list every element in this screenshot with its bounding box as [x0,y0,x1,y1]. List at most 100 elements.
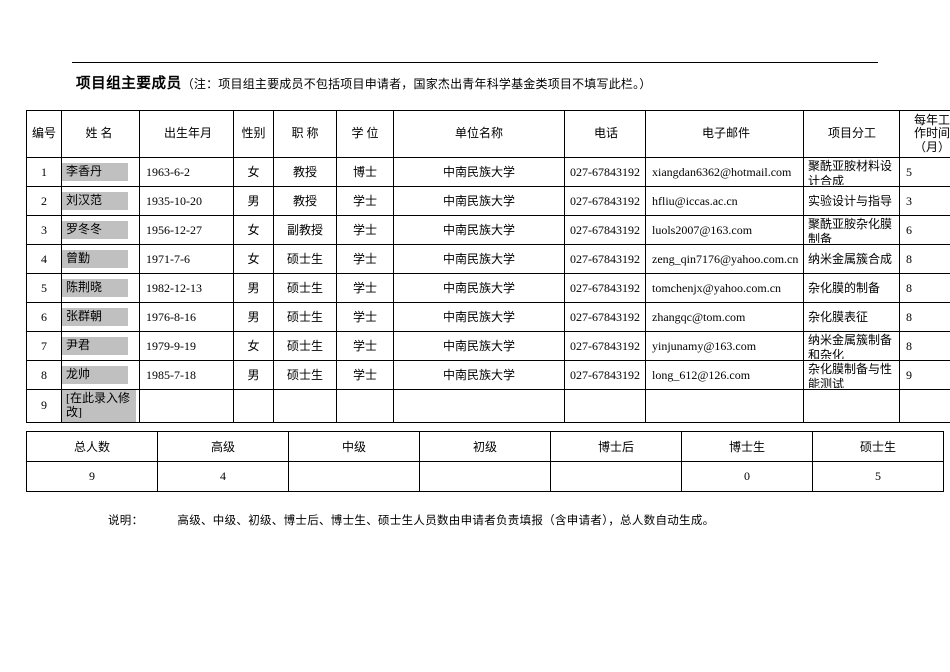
cell-name[interactable]: 刘汉范 [61,186,140,216]
cell-unit[interactable]: 中南民族大学 [393,302,565,332]
summary-value-5[interactable]: 0 [681,461,813,492]
cell-degree[interactable]: 学士 [336,186,394,216]
cell-degree[interactable]: 学士 [336,302,394,332]
cell-months[interactable]: 8 [899,331,950,361]
cell-name[interactable]: 尹君 [61,331,140,361]
cell-job-title[interactable]: 教授 [273,186,337,216]
cell-birth[interactable]: 1935-10-20 [139,186,234,216]
form-field-name[interactable]: 曾勤 [62,250,128,268]
cell-sex[interactable]: 女 [233,215,274,245]
cell-sex[interactable]: 男 [233,273,274,303]
cell-telephone[interactable]: 027-67843192 [564,273,646,303]
cell-birth[interactable]: 1979-9-19 [139,331,234,361]
cell-months[interactable]: 8 [899,302,950,332]
cell-degree[interactable] [336,389,394,423]
form-field-name[interactable]: 李香丹 [62,163,128,181]
cell-telephone[interactable] [564,389,646,423]
cell-job-title[interactable] [273,389,337,423]
summary-value-1[interactable]: 4 [157,461,289,492]
cell-birth[interactable]: 1976-8-16 [139,302,234,332]
cell-job-title[interactable]: 硕士生 [273,302,337,332]
cell-division[interactable]: 实验设计与指导 [803,186,900,216]
cell-degree[interactable]: 学士 [336,331,394,361]
cell-division[interactable]: 杂化膜表征 [803,302,900,332]
cell-birth[interactable]: 1963-6-2 [139,157,234,187]
cell-job-title[interactable]: 教授 [273,157,337,187]
cell-name[interactable]: 龙帅 [61,360,140,390]
cell-name[interactable]: 陈荆晓 [61,273,140,303]
cell-telephone[interactable]: 027-67843192 [564,331,646,361]
cell-division[interactable] [803,389,900,423]
cell-email[interactable]: hfliu@iccas.ac.cn [645,186,804,216]
cell-sex[interactable]: 女 [233,157,274,187]
cell-months[interactable]: 8 [899,244,950,274]
cell-birth[interactable]: 1956-12-27 [139,215,234,245]
cell-unit[interactable]: 中南民族大学 [393,273,565,303]
cell-job-title[interactable]: 硕士生 [273,273,337,303]
summary-value-3[interactable] [419,461,551,492]
cell-job-title[interactable]: 硕士生 [273,244,337,274]
summary-value-0[interactable]: 9 [26,461,158,492]
cell-email[interactable]: luols2007@163.com [645,215,804,245]
cell-unit[interactable]: 中南民族大学 [393,186,565,216]
cell-sex[interactable] [233,389,274,423]
form-field-name[interactable]: 尹君 [62,337,128,355]
cell-telephone[interactable]: 027-67843192 [564,360,646,390]
summary-value-4[interactable] [550,461,682,492]
cell-unit[interactable]: 中南民族大学 [393,157,565,187]
cell-name[interactable]: 曾勤 [61,244,140,274]
form-field-name[interactable]: 罗冬冬 [62,221,128,239]
cell-name[interactable]: 李香丹 [61,157,140,187]
cell-name[interactable]: 张群朝 [61,302,140,332]
cell-telephone[interactable]: 027-67843192 [564,215,646,245]
cell-telephone[interactable]: 027-67843192 [564,244,646,274]
cell-months[interactable]: 8 [899,273,950,303]
cell-email[interactable]: zeng_qin7176@yahoo.com.cn [645,244,804,274]
cell-email[interactable]: tomchenjx@yahoo.com.cn [645,273,804,303]
cell-birth[interactable] [139,389,234,423]
cell-sex[interactable]: 男 [233,302,274,332]
cell-email[interactable]: long_612@126.com [645,360,804,390]
form-field-name[interactable]: 张群朝 [62,308,128,326]
cell-sex[interactable]: 女 [233,244,274,274]
form-field-name[interactable]: 龙帅 [62,366,128,384]
cell-email[interactable]: xiangdan6362@hotmail.com [645,157,804,187]
cell-sex[interactable]: 男 [233,360,274,390]
cell-name[interactable]: 罗冬冬 [61,215,140,245]
cell-email[interactable]: yinjunamy@163.com [645,331,804,361]
cell-unit[interactable]: 中南民族大学 [393,331,565,361]
cell-unit[interactable] [393,389,565,423]
cell-months[interactable] [899,389,950,423]
cell-months[interactable]: 5 [899,157,950,187]
form-field-name[interactable]: 刘汉范 [62,192,128,210]
cell-division[interactable]: 纳米金属簇制备和杂化 [803,331,900,361]
cell-birth[interactable]: 1985-7-18 [139,360,234,390]
cell-sex[interactable]: 女 [233,331,274,361]
cell-division[interactable]: 纳米金属簇合成 [803,244,900,274]
form-field-name[interactable]: [在此录入修改] [62,390,136,422]
cell-months[interactable]: 6 [899,215,950,245]
form-field-name[interactable]: 陈荆晓 [62,279,128,297]
cell-job-title[interactable]: 硕士生 [273,331,337,361]
cell-email[interactable]: zhangqc@tom.com [645,302,804,332]
cell-birth[interactable]: 1982-12-13 [139,273,234,303]
cell-degree[interactable]: 学士 [336,273,394,303]
cell-division[interactable]: 聚酰亚胺杂化膜制备 [803,215,900,245]
cell-months[interactable]: 9 [899,360,950,390]
cell-job-title[interactable]: 硕士生 [273,360,337,390]
summary-value-6[interactable]: 5 [812,461,944,492]
cell-sex[interactable]: 男 [233,186,274,216]
cell-job-title[interactable]: 副教授 [273,215,337,245]
cell-division[interactable]: 聚酰亚胺材料设计合成 [803,157,900,187]
cell-degree[interactable]: 学士 [336,215,394,245]
cell-birth[interactable]: 1971-7-6 [139,244,234,274]
cell-email[interactable] [645,389,804,423]
cell-telephone[interactable]: 027-67843192 [564,157,646,187]
cell-degree[interactable]: 博士 [336,157,394,187]
cell-division[interactable]: 杂化膜制备与性能测试 [803,360,900,390]
cell-division[interactable]: 杂化膜的制备 [803,273,900,303]
cell-unit[interactable]: 中南民族大学 [393,360,565,390]
cell-unit[interactable]: 中南民族大学 [393,215,565,245]
summary-value-2[interactable] [288,461,420,492]
cell-telephone[interactable]: 027-67843192 [564,302,646,332]
